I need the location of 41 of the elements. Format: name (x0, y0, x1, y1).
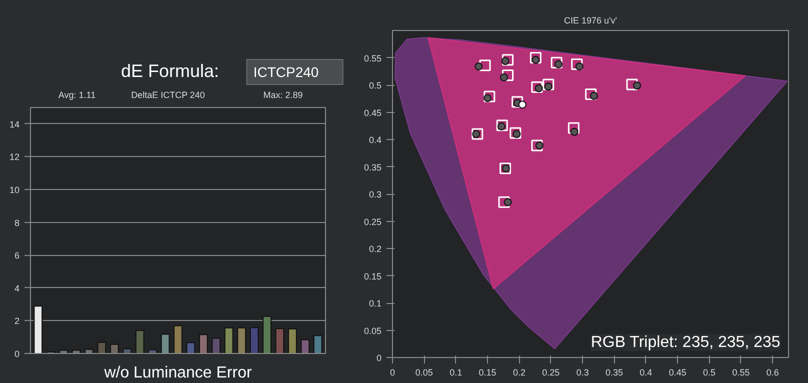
y-tick-label: 10 (9, 185, 20, 195)
x-tick-label: 0.6 (766, 368, 779, 378)
chart-title: CIE 1976 u'v' (564, 16, 618, 26)
x-tick-label: 0.35 (606, 368, 624, 378)
y-tick-label: 0.5 (368, 80, 382, 90)
annotation: RGB Triplet: 235, 235, 235 (590, 334, 780, 351)
x-tick-label: 0.05 (415, 368, 433, 378)
x-tick-label: 0.3 (576, 368, 589, 378)
text: dE Formula: (120, 60, 220, 83)
y-tick-label: 0.25 (364, 216, 382, 227)
y-tick-label: 8 (14, 218, 20, 228)
text: ICTCP240 (246, 59, 344, 85)
x-tick-label: 0.15 (478, 368, 496, 378)
x-tick-label: 0.1 (450, 368, 462, 378)
x-tick-label: 0.5 (703, 368, 716, 378)
y-tick-label: 0.45 (364, 108, 382, 118)
y-tick-label: 0.35 (364, 162, 382, 172)
y-tick-label: 0 (14, 349, 20, 359)
x-tick-label: 0 (390, 368, 396, 378)
x-tick-label: 0.45 (668, 368, 686, 378)
y-tick-label: 12 (9, 152, 20, 162)
x-tick-label: 0.55 (732, 368, 750, 378)
x-tick-label: 0.4 (640, 368, 652, 378)
x-tick-label: 0.2 (512, 368, 526, 378)
text: Avg: 1.11 (58, 89, 96, 102)
y-tick-label: 0.15 (364, 271, 382, 282)
y-tick-label: 2 (14, 316, 20, 326)
y-tick-label: 0.1 (368, 298, 382, 308)
x-tick-label: 0.25 (542, 368, 560, 378)
y-tick-label: 0.3 (368, 190, 382, 200)
y-tick-label: 0 (376, 353, 382, 363)
y-tick-label: 0.2 (368, 244, 382, 254)
y-tick-label: 0.4 (368, 135, 382, 145)
y-tick-label: 4 (14, 283, 20, 294)
y-tick-label: 6 (14, 250, 20, 261)
y-tick-label: 14 (9, 119, 20, 130)
text: Max: 2.89 (263, 89, 303, 102)
y-tick-label: 0.55 (364, 53, 382, 64)
y-tick-label: 0.05 (364, 326, 382, 336)
x-axis-title: w/o Luminance Error (103, 364, 252, 382)
chart-title: DeltaE ICTCP 240 (131, 89, 205, 102)
